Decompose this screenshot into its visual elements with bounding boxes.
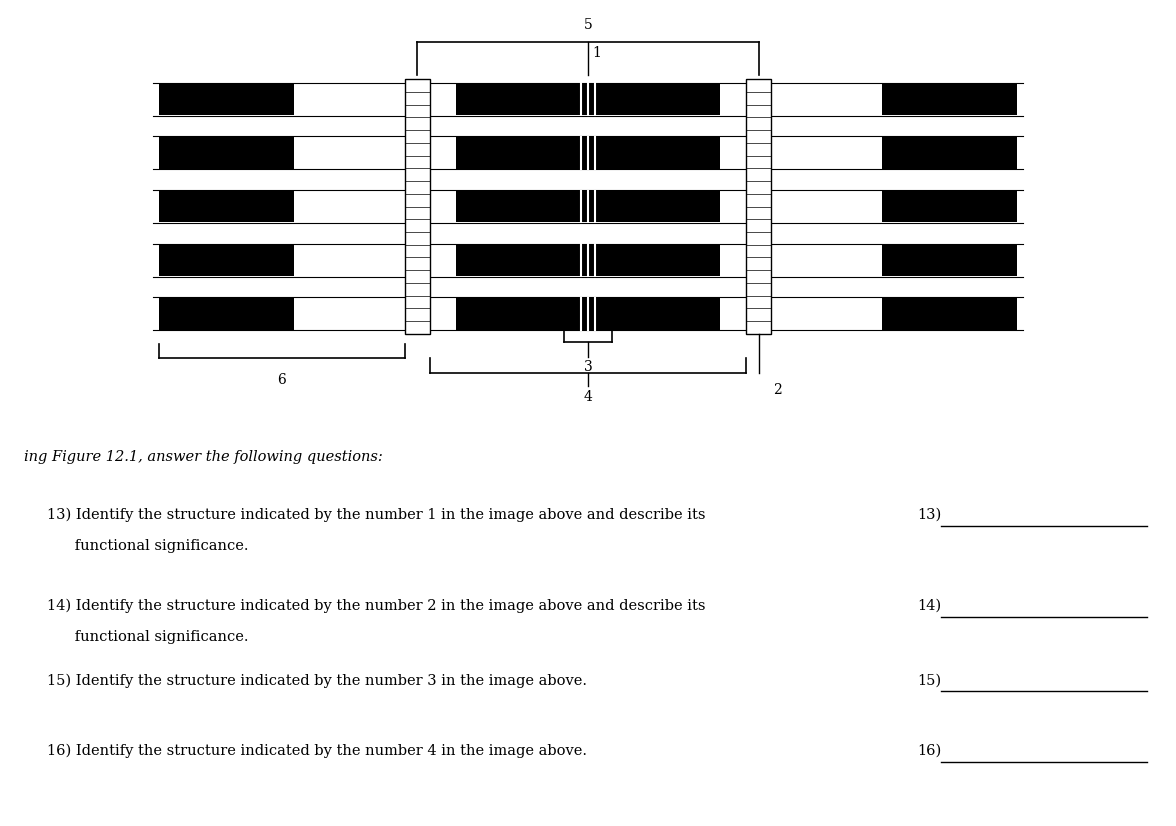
Bar (882, 137, 1017, 169)
Bar (159, 83, 294, 115)
Bar (159, 298, 294, 330)
Bar (456, 244, 720, 276)
Text: 3: 3 (583, 360, 593, 374)
Bar (456, 298, 720, 330)
Text: 13): 13) (917, 508, 942, 522)
Bar (159, 244, 294, 276)
Text: 6: 6 (278, 373, 286, 387)
Bar (456, 191, 720, 222)
Bar (882, 244, 1017, 276)
Bar (456, 83, 720, 115)
Text: functional significance.: functional significance. (47, 630, 248, 644)
Bar (746, 79, 771, 334)
Bar (456, 137, 720, 169)
Bar (405, 79, 430, 334)
Text: 14) Identify the structure indicated by the number 2 in the image above and desc: 14) Identify the structure indicated by … (47, 599, 706, 613)
Text: 16): 16) (917, 743, 942, 757)
Bar (882, 191, 1017, 222)
Text: 14): 14) (917, 599, 942, 613)
Text: 4: 4 (583, 390, 593, 404)
Text: 5: 5 (583, 18, 593, 32)
Text: 15): 15) (917, 673, 942, 687)
Text: 1: 1 (593, 46, 602, 60)
Text: 2: 2 (773, 383, 781, 397)
Bar (882, 83, 1017, 115)
Text: 13) Identify the structure indicated by the number 1 in the image above and desc: 13) Identify the structure indicated by … (47, 508, 706, 522)
Text: functional significance.: functional significance. (47, 539, 248, 553)
Bar (159, 191, 294, 222)
Text: ing Figure 12.1, answer the following questions:: ing Figure 12.1, answer the following qu… (24, 450, 382, 464)
Text: 15) Identify the structure indicated by the number 3 in the image above.: 15) Identify the structure indicated by … (47, 673, 587, 687)
Bar (159, 137, 294, 169)
Bar (882, 298, 1017, 330)
Text: 16) Identify the structure indicated by the number 4 in the image above.: 16) Identify the structure indicated by … (47, 743, 587, 757)
